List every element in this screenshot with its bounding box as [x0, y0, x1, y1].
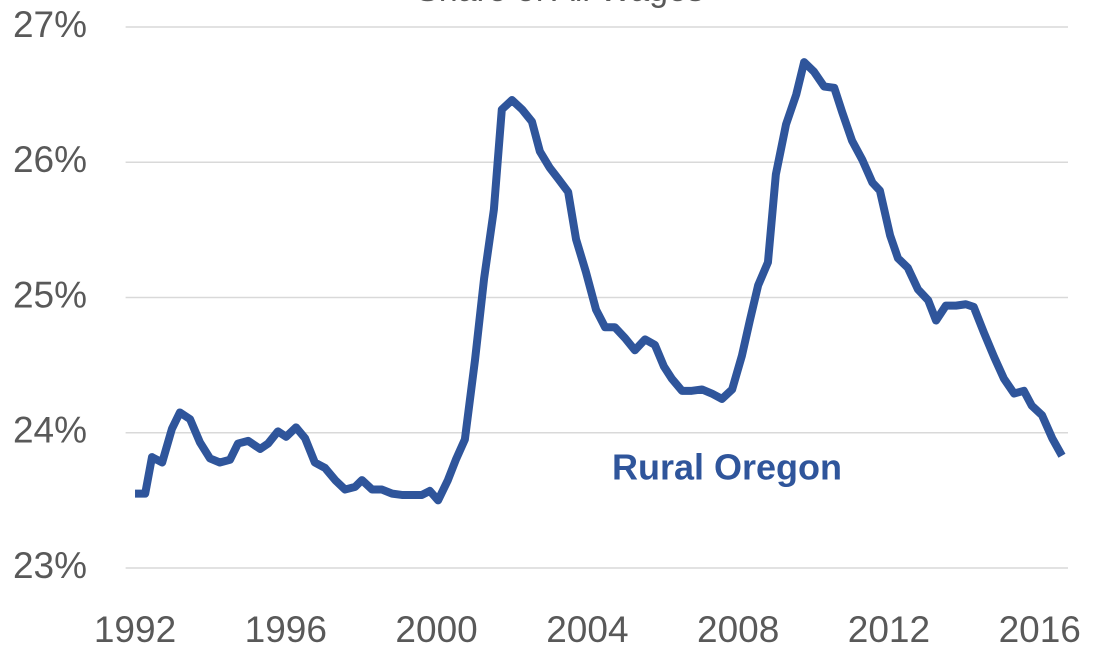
x-tick-label: 1992	[94, 609, 176, 650]
x-tick-label: 2000	[395, 609, 477, 650]
x-tick-label: 2008	[697, 609, 779, 650]
y-tick-label: 26%	[13, 139, 87, 180]
series-annotation: Rural Oregon	[612, 447, 842, 488]
series-line	[135, 58, 1066, 505]
y-tick-label: 25%	[13, 274, 87, 315]
y-tick-label: 24%	[13, 410, 87, 451]
x-tick-label: 2004	[546, 609, 628, 650]
chart-title: Share of All Wages	[416, 0, 704, 9]
y-tick-label: 23%	[13, 545, 87, 586]
x-tick-label: 1996	[245, 609, 327, 650]
x-tick-label: 2016	[999, 609, 1081, 650]
y-tick-label: 27%	[13, 4, 87, 45]
x-tick-label: 2012	[848, 609, 930, 650]
